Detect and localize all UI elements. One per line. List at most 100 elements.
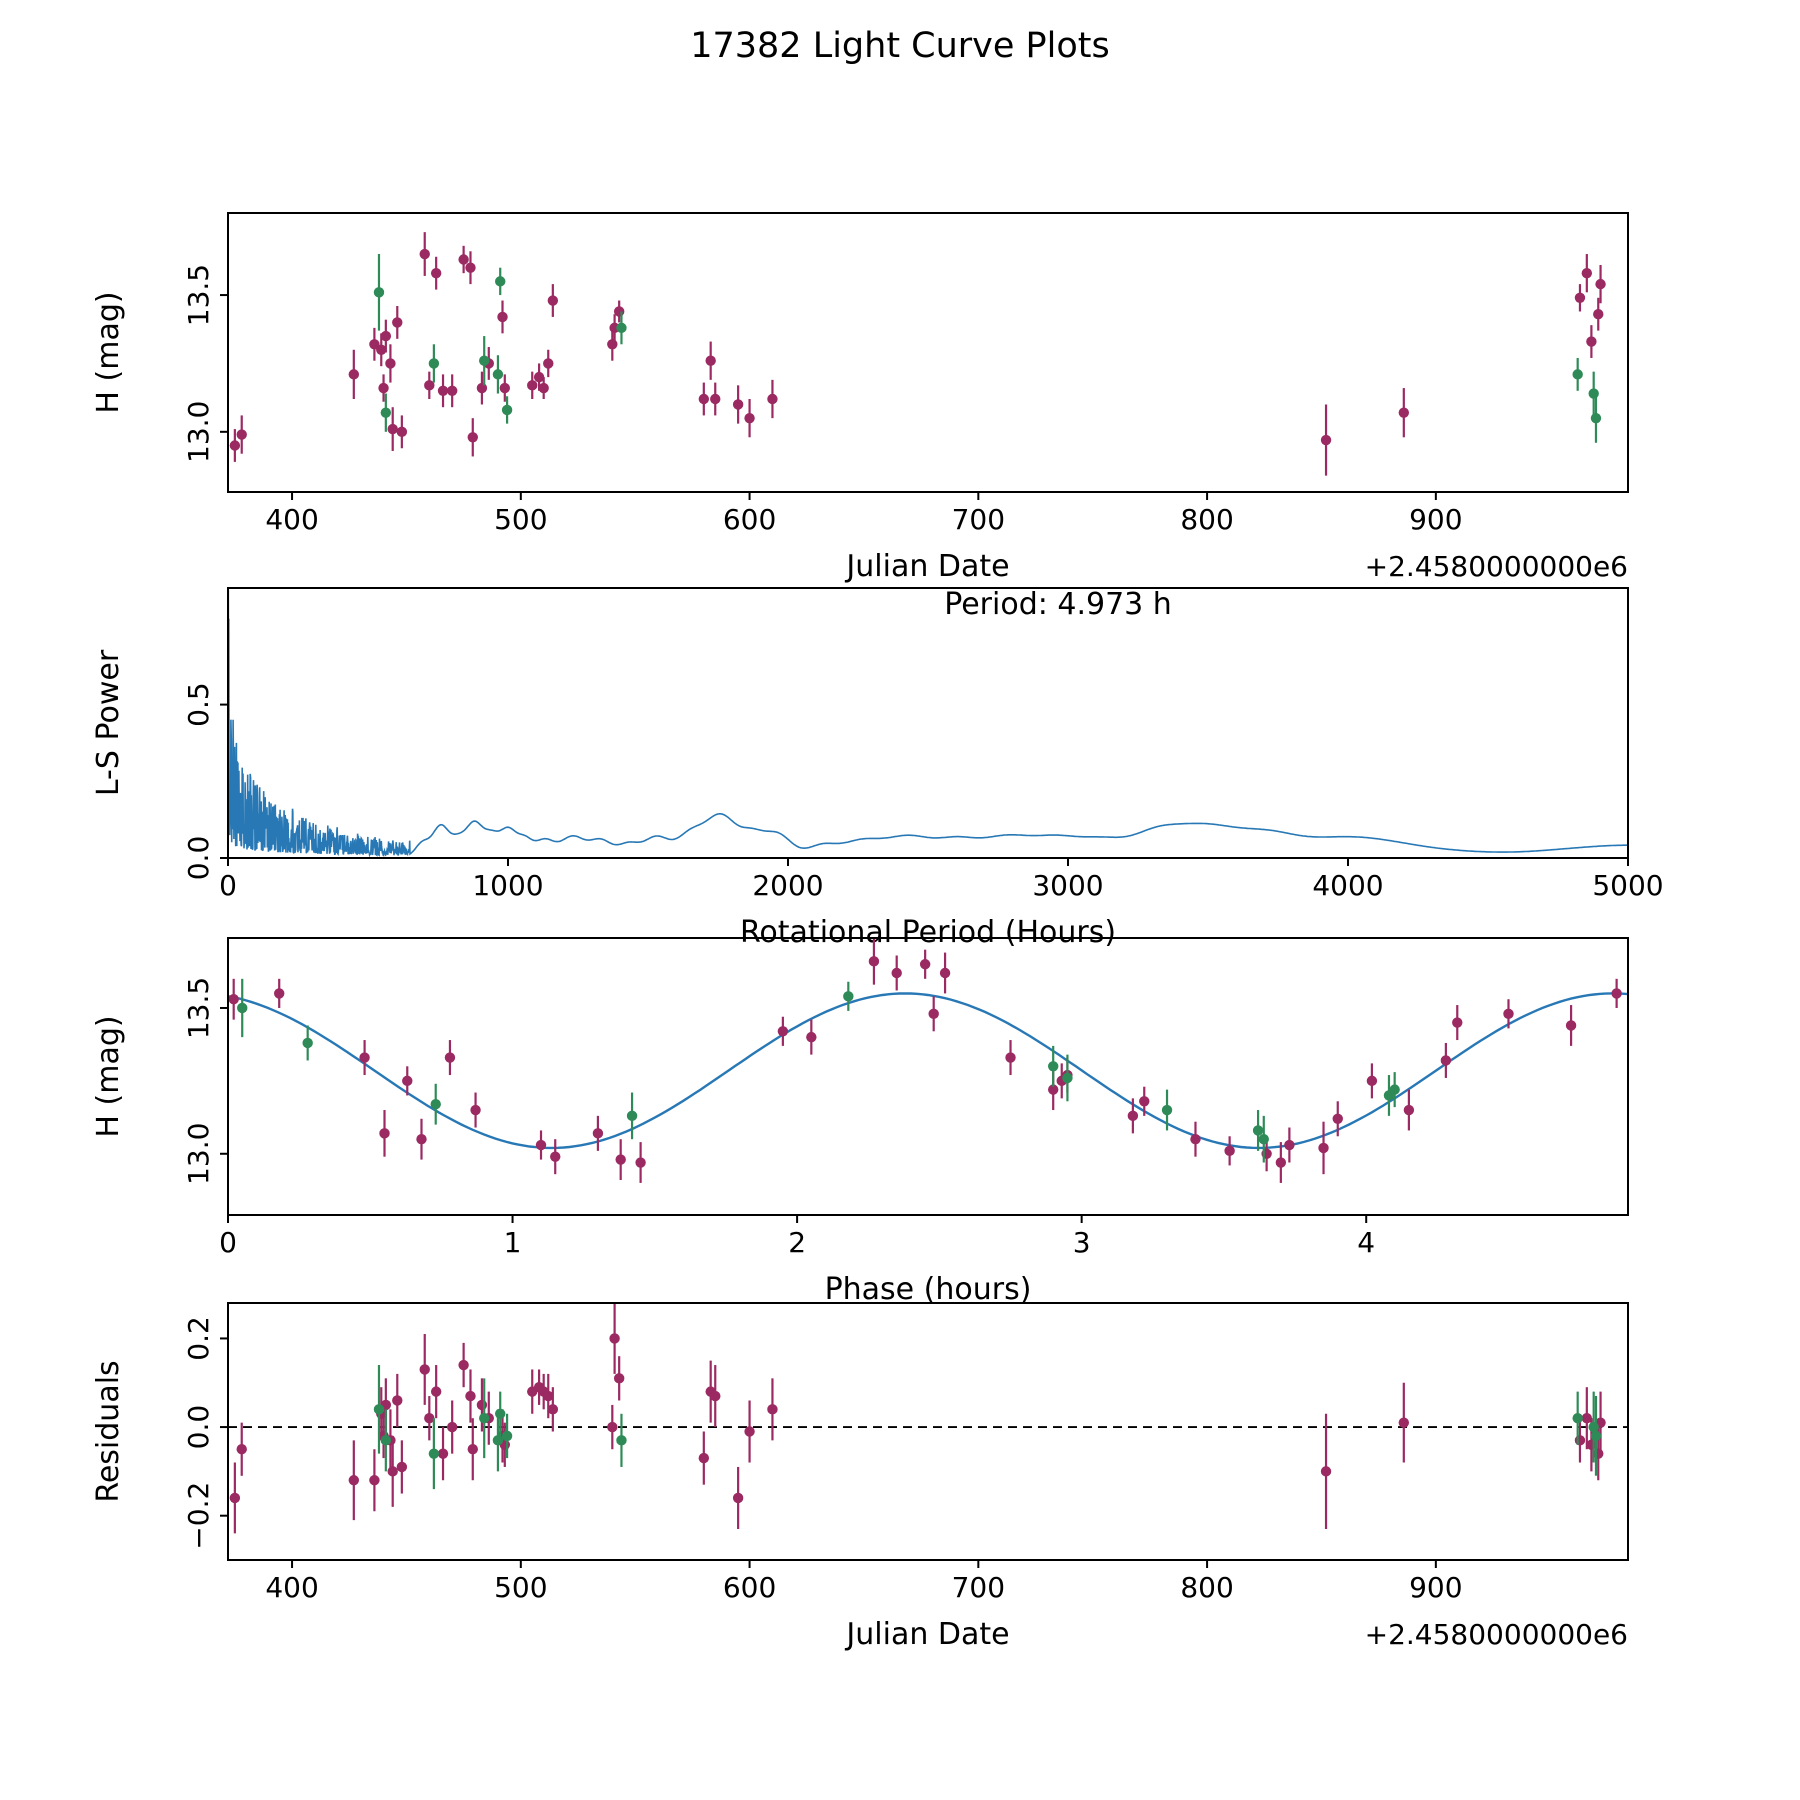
- data-point: [1320, 1466, 1332, 1477]
- data-point: [430, 1386, 442, 1397]
- y-tick-label: 0.5: [182, 682, 215, 727]
- data-point: [416, 1133, 427, 1145]
- y-tick-label: −0.2: [182, 1482, 215, 1550]
- data-point: [467, 1444, 478, 1455]
- data-point: [550, 1151, 561, 1162]
- data-point: [1398, 407, 1410, 418]
- data-point: [592, 1128, 604, 1139]
- data-point: [616, 1435, 627, 1446]
- data-point: [1590, 412, 1602, 424]
- data-point: [495, 1408, 506, 1419]
- data-point: [392, 317, 403, 328]
- data-point: [237, 1002, 248, 1014]
- x-axis-label: Phase (hours): [825, 1272, 1032, 1307]
- data-point: [446, 385, 458, 396]
- data-point: [806, 1031, 817, 1043]
- x-tick-label: 500: [494, 1571, 547, 1604]
- data-point: [379, 1128, 390, 1139]
- data-point: [1403, 1104, 1415, 1116]
- residuals-panel: 400 500 600 700 800 900 −0.2 0.0 0.2 Julian Date +…: [91, 1302, 1629, 1652]
- x-tick-label: 1000: [472, 869, 543, 902]
- x-tick-label: 3: [1073, 1226, 1091, 1259]
- x-axis-offset-label: +2.4580000000e6: [1365, 550, 1628, 583]
- data-point: [467, 432, 478, 443]
- data-point: [396, 1461, 408, 1473]
- x-tick-label: 0: [219, 1226, 237, 1259]
- data-point: [1224, 1145, 1235, 1157]
- data-point: [424, 1413, 435, 1424]
- y-axis-label: Residuals: [91, 1360, 126, 1502]
- data-point: [1572, 369, 1583, 380]
- y-tick-label: 13.0: [182, 1123, 215, 1185]
- data-point: [428, 358, 440, 369]
- data-point: [547, 295, 559, 306]
- data-point: [437, 1448, 449, 1459]
- y-tick-label: 13.5: [182, 264, 215, 326]
- data-point: [465, 262, 476, 273]
- data-point: [607, 1421, 618, 1433]
- data-point: [492, 369, 504, 380]
- data-point: [302, 1037, 313, 1049]
- phased-green-series: [237, 978, 1400, 1163]
- data-point: [732, 1492, 744, 1504]
- data-point: [229, 1492, 241, 1504]
- y-axis-label: H (mag): [91, 291, 126, 413]
- data-point: [919, 959, 931, 970]
- data-point: [1161, 1104, 1173, 1116]
- y-axis-label: H (mag): [91, 1015, 126, 1137]
- data-point: [939, 967, 951, 979]
- data-point: [1258, 1133, 1269, 1145]
- data-point: [479, 1413, 490, 1424]
- data-point: [843, 991, 854, 1002]
- data-point: [928, 1008, 939, 1020]
- data-point: [229, 440, 241, 451]
- data-point: [359, 1052, 370, 1063]
- x-tick-label: 500: [494, 503, 547, 536]
- data-point: [1572, 1413, 1583, 1424]
- residuals-maroon-series: [229, 1303, 1606, 1534]
- data-point: [348, 369, 360, 380]
- x-tick-label: 2000: [752, 869, 823, 902]
- data-point: [376, 344, 387, 355]
- observations-green-series: [373, 254, 1602, 443]
- data-point: [402, 1075, 413, 1087]
- data-point: [1275, 1157, 1287, 1168]
- data-point: [1320, 434, 1332, 446]
- y-axis-label: L-S Power: [91, 649, 126, 796]
- y-tick-label: 13.0: [182, 401, 215, 463]
- data-point: [767, 1404, 778, 1415]
- data-point: [236, 1444, 247, 1455]
- data-point: [1590, 1430, 1602, 1442]
- sinusoid-fit-curve: [228, 992, 1628, 1150]
- data-point: [1389, 1084, 1400, 1095]
- data-point: [635, 1157, 646, 1168]
- data-point: [430, 1099, 441, 1110]
- jd-light-curve-panel: 400 500 600 700 800 900 13.0 13.5 Julian Date +2.…: [91, 212, 1629, 584]
- data-point: [419, 1364, 430, 1375]
- residuals-plot-area: [228, 1303, 1628, 1534]
- data-point: [1574, 1435, 1586, 1446]
- data-point: [777, 1026, 789, 1037]
- x-tick-label: 400: [265, 1571, 318, 1604]
- figure-title: 17382 Light Curve Plots: [690, 26, 1110, 66]
- periodogram-panel: 0 1000 2000 3000 4000 5000 0.0 0.5 Rotational Pe…: [91, 587, 1664, 950]
- data-point: [1581, 267, 1593, 279]
- data-point: [387, 1466, 398, 1477]
- data-point: [868, 956, 880, 967]
- data-point: [499, 382, 510, 394]
- periodogram-plot-area: [228, 589, 1628, 858]
- data-point: [1252, 1125, 1264, 1136]
- data-point: [444, 1052, 456, 1063]
- data-point: [424, 380, 435, 391]
- data-point: [495, 276, 506, 287]
- data-point: [1565, 1020, 1577, 1031]
- data-point: [543, 1390, 554, 1402]
- data-point: [1127, 1110, 1139, 1122]
- data-point: [348, 1475, 360, 1486]
- data-point: [476, 382, 488, 394]
- data-point: [538, 382, 549, 394]
- data-point: [1048, 1061, 1059, 1072]
- data-point: [392, 1395, 403, 1406]
- data-point: [1595, 278, 1606, 290]
